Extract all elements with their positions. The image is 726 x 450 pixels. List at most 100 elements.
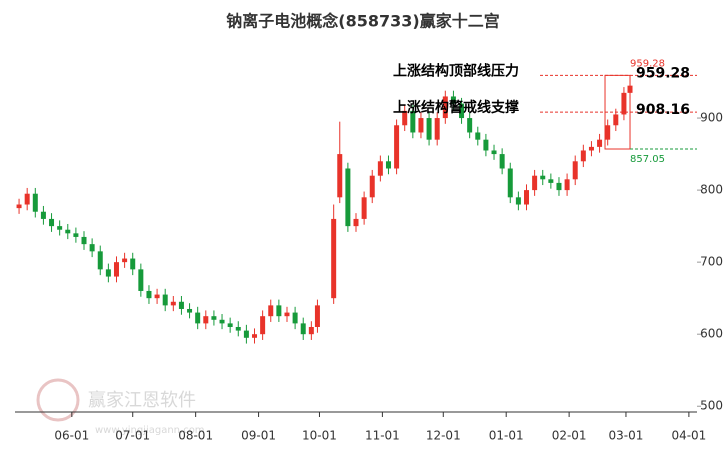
candle-body: [24, 193, 30, 205]
candle-body: [556, 182, 562, 191]
candle-body: [284, 312, 290, 317]
y-tick-label: 600: [700, 327, 723, 341]
candle-body: [418, 118, 424, 133]
candle-body: [138, 269, 144, 291]
y-tick-label: 500: [700, 399, 723, 413]
candle-body: [459, 103, 465, 119]
candle-body: [402, 110, 408, 126]
candle-body: [314, 305, 320, 327]
level-value: 908.16: [636, 102, 690, 118]
candle-body: [292, 312, 298, 324]
candle-body: [105, 269, 111, 277]
candle-body: [410, 110, 416, 133]
candle-body: [113, 262, 119, 277]
candle-body: [49, 218, 55, 227]
candle-body: [32, 193, 38, 212]
candle-body: [203, 316, 209, 324]
candle-body: [195, 312, 201, 324]
x-tick-label: 03-01: [609, 429, 644, 443]
candle-body: [57, 226, 63, 230]
range-box: [604, 74, 631, 150]
candle-body: [40, 211, 46, 219]
candle-body: [331, 218, 337, 299]
box-high-label: 959.28: [630, 58, 665, 69]
x-tick-label: 07-01: [115, 429, 150, 443]
candle-body: [532, 175, 538, 191]
candle-body: [73, 233, 79, 237]
candle-body: [507, 168, 513, 198]
candle-body: [268, 305, 274, 317]
candle-body: [162, 294, 168, 306]
candle-body: [235, 326, 241, 331]
candle-body: [130, 258, 136, 270]
candle-body: [300, 323, 306, 335]
candle-body: [227, 323, 233, 327]
candle-body: [353, 218, 359, 227]
candle-body: [588, 146, 594, 151]
candle-body: [475, 132, 481, 140]
watermark-logo: [36, 378, 80, 422]
x-tick-label: 12-01: [426, 429, 461, 443]
level-label: 上涨结构顶部线压力: [393, 62, 519, 79]
candle-body: [499, 154, 505, 169]
candle-body: [434, 118, 440, 140]
candle-body: [605, 125, 611, 140]
x-tick-label: 02-01: [552, 429, 587, 443]
x-tick-label: 04-01: [671, 429, 706, 443]
candle-body: [252, 334, 258, 338]
level-value: 959.28: [636, 65, 690, 81]
candle-body: [337, 154, 343, 198]
candle-body: [394, 125, 400, 169]
candle-body: [548, 179, 554, 183]
candle-body: [16, 204, 22, 209]
y-tick-label: 800: [700, 183, 723, 197]
candle-body: [97, 251, 103, 270]
level-label: 上涨结构警戒线支撑: [393, 99, 519, 116]
candle-body: [211, 316, 217, 320]
candle-body: [483, 139, 489, 151]
candle-body: [621, 92, 627, 115]
candle-body: [187, 308, 193, 313]
x-tick-label: 11-01: [365, 429, 400, 443]
candle-body: [243, 330, 249, 338]
candle-body: [540, 175, 546, 180]
x-tick-label: 06-01: [54, 429, 89, 443]
candle-body: [597, 139, 603, 147]
candle-body: [89, 244, 95, 252]
candle-body: [122, 258, 128, 263]
candle-body: [580, 150, 586, 162]
x-tick-label: 09-01: [241, 429, 276, 443]
x-tick-label: 01-01: [489, 429, 524, 443]
candle-body: [613, 114, 619, 126]
candle-body: [345, 168, 351, 227]
y-tick-label: 900: [700, 111, 723, 125]
candle-body: [260, 316, 266, 335]
y-tick-label: 700: [700, 255, 723, 269]
watermark-url: www.yingjiagann.com: [95, 425, 205, 436]
candle-body: [81, 236, 87, 245]
candle-body: [564, 179, 570, 191]
watermark: 赢家江恩软件: [88, 389, 196, 411]
x-tick-label: 08-01: [178, 429, 213, 443]
chart-title: 钠离子电池概念(858733)赢家十二宫: [226, 12, 499, 31]
candle-body: [426, 118, 432, 140]
candle-body: [369, 175, 375, 198]
candle-body: [450, 96, 456, 104]
candle-body: [377, 161, 383, 176]
candle-body: [65, 229, 71, 234]
candle-body: [154, 294, 160, 299]
candle-body: [146, 290, 152, 299]
candle-body: [491, 150, 497, 155]
candle-body: [361, 197, 367, 219]
candle-body: [178, 301, 184, 309]
candle-body: [467, 118, 473, 133]
candle-body: [276, 305, 282, 317]
box-low-label: 857.05: [630, 154, 665, 165]
candle-body: [385, 161, 391, 169]
candle-body: [170, 301, 176, 306]
x-tick-label: 10-01: [302, 429, 337, 443]
candle-body: [524, 190, 529, 205]
candle-body: [219, 319, 225, 324]
candle-body: [442, 96, 448, 119]
